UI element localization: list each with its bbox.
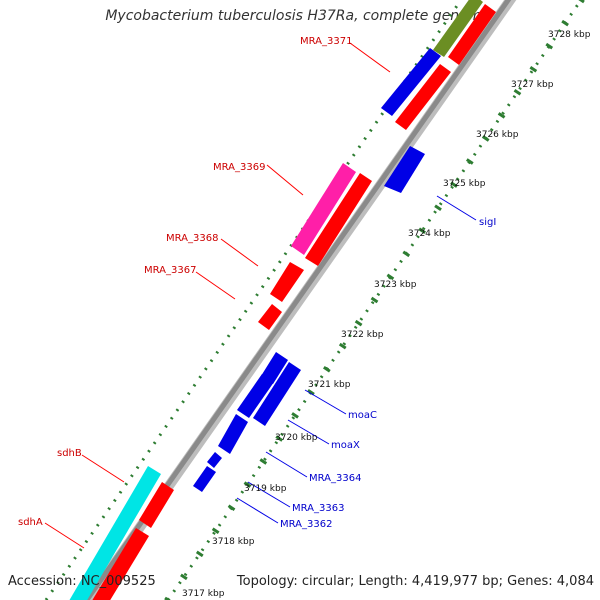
kbp-tick [465, 158, 474, 165]
kbp-label: 3721 kbp [308, 380, 351, 390]
kbp-tick [370, 296, 379, 304]
kbp-tick [578, 0, 585, 4]
accession-text: Accession: NC_009525 [8, 574, 156, 589]
gene-arrow-sigi[interactable] [384, 146, 425, 193]
gene-arrow-mra3368[interactable] [270, 262, 304, 302]
connector-sdhb [81, 454, 125, 483]
kbp-tick [561, 19, 569, 27]
map-title: Mycobacterium tuberculosis H37Ra, comple… [105, 8, 490, 24]
kbp-tick [354, 319, 363, 327]
kbp-tick [497, 112, 506, 119]
gene-label-mra3367[interactable]: MRA_3367 [144, 265, 196, 276]
label-connectors [44, 42, 477, 549]
connector-sigi [436, 195, 477, 221]
gene-label-sdhb[interactable]: sdhB [57, 448, 82, 459]
connector-mra3369 [266, 164, 304, 196]
kbp-label: 3728 kbp [548, 30, 591, 40]
connector-mra3368 [220, 238, 259, 267]
kbp-tick [481, 135, 490, 142]
kbp-tick [227, 504, 236, 511]
kbp-label: 3725 kbp [443, 179, 486, 189]
gene-arrow-red-top[interactable] [448, 4, 496, 65]
gene-arrow-mra3367[interactable] [258, 304, 282, 330]
connector-mra3362 [236, 497, 279, 524]
gene-arrow-red-3369b[interactable] [305, 173, 372, 266]
kbp-tick [418, 227, 426, 235]
gene-arrow-mra3363[interactable] [207, 452, 222, 468]
gene-label-sigi[interactable]: sigI [479, 217, 496, 228]
gene-label-moac[interactable]: moaC [348, 410, 377, 421]
kbp-label: 3718 kbp [212, 537, 255, 547]
connector-mra3364 [265, 451, 308, 478]
gene-label-mra3363[interactable]: MRA_3363 [292, 503, 344, 514]
kbp-tick [386, 273, 395, 281]
gene-label-mra3371[interactable]: MRA_3371 [300, 36, 352, 47]
gene-arrow-mra3369[interactable] [291, 163, 356, 255]
gene-features [66, 0, 496, 600]
connector-mra3371 [349, 42, 391, 73]
kbp-tick [243, 481, 252, 488]
gene-arrow-sdha[interactable] [90, 528, 149, 600]
kbp-label: 3722 kbp [341, 330, 384, 340]
gene-arrow-moac[interactable] [253, 362, 301, 426]
gene-arrow-moax[interactable] [237, 374, 274, 418]
kbp-tick [291, 412, 299, 419]
gene-arrow-sdhb[interactable] [66, 466, 161, 600]
connector-mra3367 [195, 271, 236, 300]
kbp-tick [338, 342, 347, 350]
guide-line-inner [166, 0, 583, 600]
kbp-tick [402, 250, 411, 258]
kbp-tick [545, 42, 554, 50]
kbp-tick [307, 389, 315, 396]
gene-labels: MRA_3371 MRA_3369 MRA_3368 MRA_3367 sdhB… [18, 36, 496, 530]
gene-label-moax[interactable]: moaX [331, 440, 360, 451]
kbp-tick [195, 550, 204, 558]
gene-arrow-blue-upper[interactable] [261, 352, 288, 384]
guide-lines [44, 0, 583, 600]
kbp-tick [211, 527, 220, 535]
gene-label-mra3364[interactable]: MRA_3364 [309, 473, 361, 484]
gene-label-mra3362[interactable]: MRA_3362 [280, 519, 332, 530]
gene-label-mra3369[interactable]: MRA_3369 [213, 162, 265, 173]
guide-line-outer [44, 0, 463, 600]
gene-label-sdha[interactable]: sdhA [18, 517, 43, 528]
gene-arrow-mra3362[interactable] [193, 466, 216, 492]
gene-arrow-mra3371[interactable] [381, 48, 441, 116]
connector-moac [304, 389, 347, 415]
kbp-tick [450, 181, 458, 188]
gene-arrow-red-2[interactable] [395, 64, 451, 130]
gene-label-mra3368[interactable]: MRA_3368 [166, 233, 218, 244]
kbp-labels: 3717 kbp 3718 kbp 3719 kbp 3720 kbp 3721… [182, 30, 591, 599]
kbp-tick [259, 458, 268, 465]
kbp-tick [529, 65, 538, 73]
kbp-ticks [164, 0, 585, 600]
topology-summary: Topology: circular; Length: 4,419,977 bp… [236, 574, 594, 589]
kbp-tick [513, 89, 522, 96]
gene-arrow-mra3364[interactable] [218, 414, 248, 454]
kbp-label: 3724 kbp [408, 229, 451, 239]
kbp-label: 3723 kbp [374, 280, 417, 290]
connector-sdha [44, 522, 85, 549]
kbp-label: 3726 kbp [476, 130, 519, 140]
kbp-label: 3719 kbp [244, 484, 287, 494]
connector-mra3363 [247, 481, 291, 508]
gene-arrow-olive[interactable] [433, 0, 483, 57]
kbp-tick [164, 596, 171, 600]
kbp-label: 3717 kbp [182, 589, 225, 599]
gene-arrow-red-sdhb[interactable] [139, 482, 174, 528]
connector-moax [287, 419, 330, 445]
kbp-tick [180, 573, 188, 581]
kbp-label: 3720 kbp [275, 433, 318, 443]
kbp-tick [275, 435, 284, 442]
kbp-tick [323, 365, 331, 373]
kbp-tick [434, 204, 442, 211]
kbp-label: 3727 kbp [511, 80, 554, 90]
